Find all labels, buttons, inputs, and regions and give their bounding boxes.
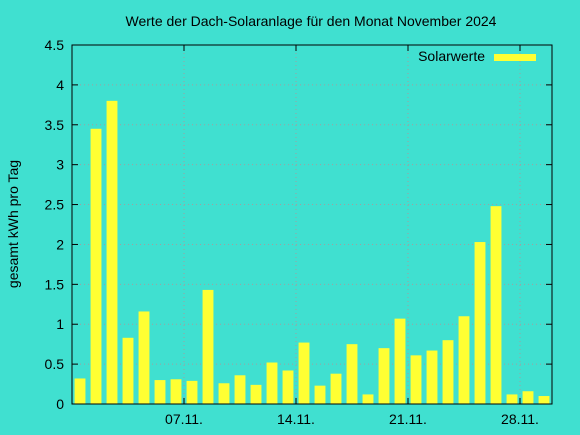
- x-tick-label: 28.11.: [501, 411, 539, 427]
- y-tick-label: 0: [56, 396, 64, 412]
- bar: [538, 396, 550, 404]
- bar: [234, 375, 246, 404]
- y-tick-label: 2: [56, 236, 64, 252]
- bar: [170, 379, 182, 404]
- bar: [90, 128, 102, 404]
- grid-lines: [72, 45, 552, 404]
- y-tick-label: 4: [56, 77, 64, 93]
- bar: [218, 383, 230, 404]
- legend: Solarwerte: [418, 48, 536, 64]
- bar: [250, 384, 262, 404]
- bar: [410, 355, 422, 404]
- bar: [378, 348, 390, 404]
- bar: [442, 340, 454, 404]
- y-tick-label: 4.5: [45, 37, 65, 53]
- legend-swatch: [494, 54, 536, 61]
- y-tick-label: 1.5: [45, 276, 65, 292]
- bar: [298, 342, 310, 404]
- bar: [154, 380, 166, 404]
- bar: [282, 370, 294, 404]
- bar: [506, 394, 518, 404]
- axes: 0 0.5 1 1.5 2 2.5 3 3.5 4 4.5 07.11. 14.11. 21.11. 28…: [45, 37, 553, 427]
- y-tick-label: 3.5: [45, 117, 65, 133]
- bar: [186, 380, 198, 404]
- y-axis-label: gesamt kWh pro Tag: [5, 160, 21, 288]
- chart-title: Werte der Dach-Solaranlage für den Monat…: [126, 13, 497, 29]
- x-tick-label: 21.11.: [389, 411, 427, 427]
- bar: [346, 344, 358, 404]
- bar: [362, 394, 374, 404]
- y-tick-label: 2.5: [45, 197, 65, 213]
- bar: [74, 378, 86, 404]
- bar: [522, 391, 534, 404]
- bar: [314, 385, 326, 404]
- y-tick-label: 3: [56, 157, 64, 173]
- bar: [266, 362, 278, 404]
- bar: [330, 373, 342, 404]
- bar: [474, 242, 486, 404]
- bars: [74, 100, 550, 404]
- y-tick-label: 0.5: [45, 356, 65, 372]
- bar: [490, 206, 502, 404]
- bar: [138, 311, 150, 404]
- bar: [106, 100, 118, 404]
- bar: [122, 337, 134, 404]
- bar: [426, 350, 438, 404]
- y-tick-label: 1: [56, 316, 64, 332]
- x-tick-label: 14.11.: [277, 411, 315, 427]
- x-tick-label: 07.11.: [165, 411, 203, 427]
- bar: [458, 316, 470, 404]
- legend-label: Solarwerte: [418, 48, 485, 64]
- bar: [202, 289, 214, 404]
- bar: [394, 318, 406, 404]
- plot-frame: [71, 44, 553, 405]
